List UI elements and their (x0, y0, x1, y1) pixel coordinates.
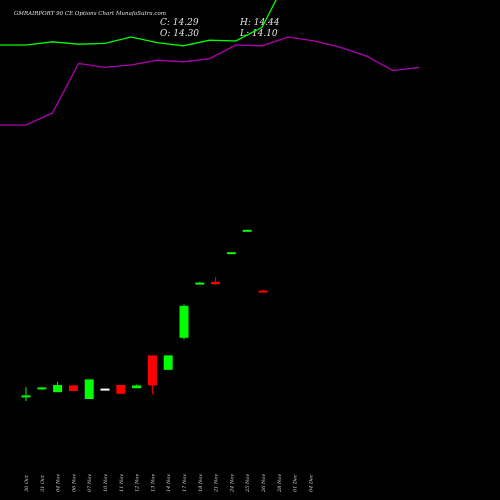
candle-body (195, 282, 205, 285)
candle-body (179, 305, 189, 338)
candle-body (163, 355, 173, 370)
x-tick-label: 13 Nov (150, 474, 156, 492)
x-tick-label: 31 Oct (40, 474, 46, 492)
candle (37, 387, 47, 390)
candle (53, 381, 63, 393)
candle (179, 304, 189, 340)
x-axis-ticks: 30 Oct 31 Oct 04 Nov 06 Nov 07 Nov 10 Nov 11 N… (24, 474, 314, 493)
x-tick-label: 18 Nov (198, 474, 204, 492)
x-tick-label: 28 Nov (277, 474, 283, 493)
lower-band-line (0, 36, 420, 126)
candle (132, 384, 142, 389)
x-tick-label: 26 Nov (261, 474, 267, 493)
candle (211, 277, 221, 285)
candle-body (84, 379, 94, 399)
x-tick-label: 30 Oct (24, 474, 30, 492)
candle (147, 355, 157, 395)
high-value: H: 14.44 (239, 18, 280, 28)
candle-body (37, 387, 47, 390)
candle-body (21, 395, 31, 398)
candle-body (226, 252, 236, 255)
x-tick-label: 11 Nov (119, 474, 125, 492)
x-tick-label: 24 Nov (229, 474, 235, 493)
x-tick-label: 04 Nov (56, 474, 62, 492)
candle (84, 379, 94, 399)
x-tick-label: 10 Nov (103, 474, 109, 492)
x-tick-label: 25 Nov (245, 474, 251, 493)
candle-body (242, 229, 252, 232)
candles-layer (21, 229, 268, 401)
candle-body (211, 281, 221, 285)
x-tick-label: 14 Nov (166, 474, 172, 492)
x-tick-label: 06 Nov (71, 474, 77, 492)
candle-body (258, 290, 268, 293)
candle (195, 281, 205, 285)
candle-body (132, 385, 142, 389)
x-tick-label: 12 Nov (135, 474, 141, 492)
x-tick-label: 07 Nov (87, 474, 93, 492)
candle (21, 387, 31, 401)
candle-body (68, 385, 78, 391)
candle (68, 385, 78, 392)
candle-body (147, 355, 157, 386)
low-value: L: 14.10 (239, 29, 278, 39)
bands-layer (0, 0, 420, 126)
candle (100, 388, 110, 391)
candle (226, 252, 236, 255)
chart-title: GMRAIRPORT 90 CE Options Chart MunafaSut… (14, 11, 166, 17)
x-tick-label: 21 Nov (214, 474, 220, 493)
candle (116, 385, 126, 394)
candle-body (100, 388, 110, 391)
x-tick-label: 17 Nov (182, 474, 188, 492)
candle (242, 229, 252, 232)
candle-body (116, 385, 126, 394)
candle (258, 289, 268, 293)
x-tick-label: 04 Dec (308, 474, 314, 492)
close-value: C: 14.29 (160, 18, 199, 28)
x-tick-label: 01 Dec (293, 474, 299, 492)
candle (163, 355, 173, 370)
candle-body (53, 385, 63, 393)
open-value: O: 14.30 (160, 29, 199, 39)
upper-band-line (0, 0, 277, 47)
